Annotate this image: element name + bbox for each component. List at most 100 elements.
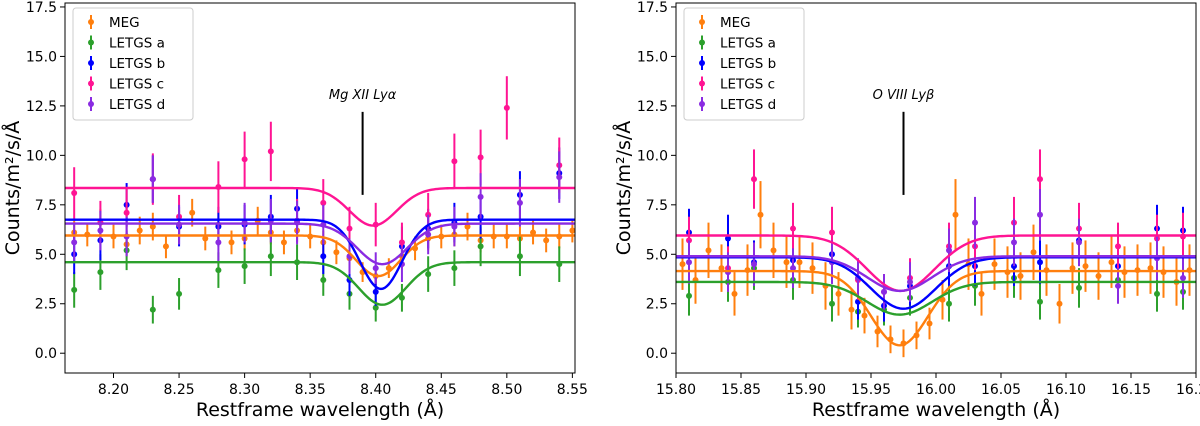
- left-data-point: [477, 243, 484, 250]
- right-data-point: [731, 290, 738, 297]
- left-data-point: [503, 104, 510, 111]
- right-x-axis-label: Restframe wavelength (Å): [812, 398, 1060, 421]
- left-data-point: [280, 239, 287, 246]
- right-data-point: [1069, 265, 1076, 272]
- left-x-tick-label: 8.20: [98, 382, 129, 398]
- left-legend-label: LETGS a: [109, 36, 165, 52]
- left-data-point: [149, 176, 156, 183]
- right-data-point: [770, 247, 777, 254]
- left-data-point: [162, 243, 169, 250]
- right-data-point: [881, 288, 887, 295]
- left-data-point: [398, 239, 405, 246]
- left-model-curve-meg: [65, 234, 575, 278]
- left-data-point: [320, 277, 327, 284]
- left-data-point: [97, 227, 104, 234]
- left-y-tick-label: 0.0: [35, 346, 57, 362]
- right-data-point: [991, 261, 998, 268]
- right-legend-marker-dot: [699, 39, 705, 46]
- right-data-point: [848, 306, 855, 313]
- right-data-point: [1011, 239, 1017, 246]
- left-data-point: [464, 223, 471, 230]
- right-legend-marker-dot: [699, 60, 705, 66]
- right-y-tick-label: 7.5: [646, 198, 668, 214]
- right-data-point: [978, 290, 985, 297]
- left-data-point: [241, 156, 248, 163]
- right-data-point: [783, 259, 790, 266]
- right-chart-panel: 15.80 15.85 15.90 15.95 16.00 16.05 16.10 16.15…: [612, 0, 1200, 421]
- right-data-point: [790, 265, 796, 272]
- right-data-point: [946, 300, 952, 307]
- right-data-point: [718, 265, 725, 272]
- left-y-tick-label: 15.0: [26, 49, 57, 65]
- left-series-letgs-b: [71, 147, 563, 306]
- right-data-point: [1056, 300, 1063, 307]
- left-legend-label: LETGS d: [109, 97, 165, 113]
- right-axis-ticks: 15.80 15.85 15.90 15.95 16.00 16.05 16.10 16.15…: [637, 0, 1200, 398]
- left-legend-marker-dot: [88, 80, 94, 87]
- left-data-point: [320, 199, 327, 206]
- left-data-point: [136, 227, 143, 234]
- left-series-letgs-a: [71, 226, 563, 324]
- left-data-point: [451, 265, 458, 272]
- right-data-point: [952, 211, 959, 218]
- right-legend-label: LETGS b: [720, 56, 776, 72]
- left-legend-label: LETGS b: [109, 56, 165, 72]
- right-data-point: [1037, 176, 1043, 183]
- left-data-point: [241, 263, 248, 270]
- right-data-point: [1017, 273, 1024, 280]
- right-data-point: [705, 247, 712, 254]
- right-x-tick-label: 15.95: [851, 382, 891, 398]
- left-data-point: [425, 271, 432, 278]
- right-y-axis-label: Counts/m²/s/Å: [612, 121, 635, 256]
- left-x-tick-label: 8.40: [360, 382, 391, 398]
- left-data-point: [543, 237, 550, 244]
- right-data-point: [946, 247, 952, 254]
- right-x-tick-label: 16.05: [981, 382, 1021, 398]
- left-legend-marker-dot: [88, 19, 94, 25]
- right-data-point: [1108, 259, 1115, 266]
- right-legend-label: LETGS a: [720, 36, 776, 52]
- right-x-tick-label: 16.10: [1046, 382, 1086, 398]
- left-data-point: [516, 199, 523, 206]
- left-x-tick-label: 8.25: [163, 382, 194, 398]
- right-legend-label: LETGS c: [720, 77, 775, 93]
- left-data-point: [477, 193, 484, 200]
- left-y-tick-label: 10.0: [26, 148, 57, 164]
- left-y-tick-label: 17.5: [26, 0, 57, 16]
- left-plot-area: [65, 76, 575, 324]
- left-data-point: [215, 267, 222, 274]
- right-data-point: [1037, 211, 1043, 218]
- right-data-point: [790, 225, 796, 232]
- left-data-point: [569, 227, 575, 234]
- left-data-point: [477, 154, 484, 161]
- left-legend-label: LETGS c: [109, 77, 164, 93]
- left-x-tick-label: 8.50: [491, 382, 522, 398]
- left-data-point: [202, 235, 209, 242]
- left-data-point: [267, 253, 274, 260]
- left-data-point: [372, 265, 379, 272]
- right-annotation: O VIII Lyβ: [873, 88, 934, 195]
- left-data-point: [71, 189, 78, 196]
- right-data-point: [972, 219, 978, 226]
- right-data-point: [1115, 243, 1121, 250]
- left-y-tick-label: 7.5: [35, 198, 57, 214]
- right-data-point: [1095, 273, 1102, 280]
- right-x-tick-label: 16.00: [916, 382, 956, 398]
- left-y-tick-label: 2.5: [35, 297, 57, 313]
- right-data-point: [1076, 239, 1082, 246]
- left-data-point: [97, 269, 104, 276]
- right-data-point: [809, 265, 816, 272]
- left-data-point: [372, 288, 379, 295]
- right-data-point: [1147, 265, 1154, 272]
- left-legend-marker-dot: [88, 101, 94, 107]
- right-data-point: [835, 290, 842, 297]
- right-y-tick-label: 12.5: [637, 99, 668, 115]
- left-x-tick-label: 8.30: [229, 382, 260, 398]
- right-data-point: [1082, 263, 1089, 270]
- right-legend-marker-dot: [699, 80, 705, 87]
- left-y-tick-label: 5.0: [35, 247, 57, 263]
- left-data-point: [149, 223, 156, 230]
- right-data-point: [796, 259, 803, 266]
- left-data-point: [71, 286, 78, 293]
